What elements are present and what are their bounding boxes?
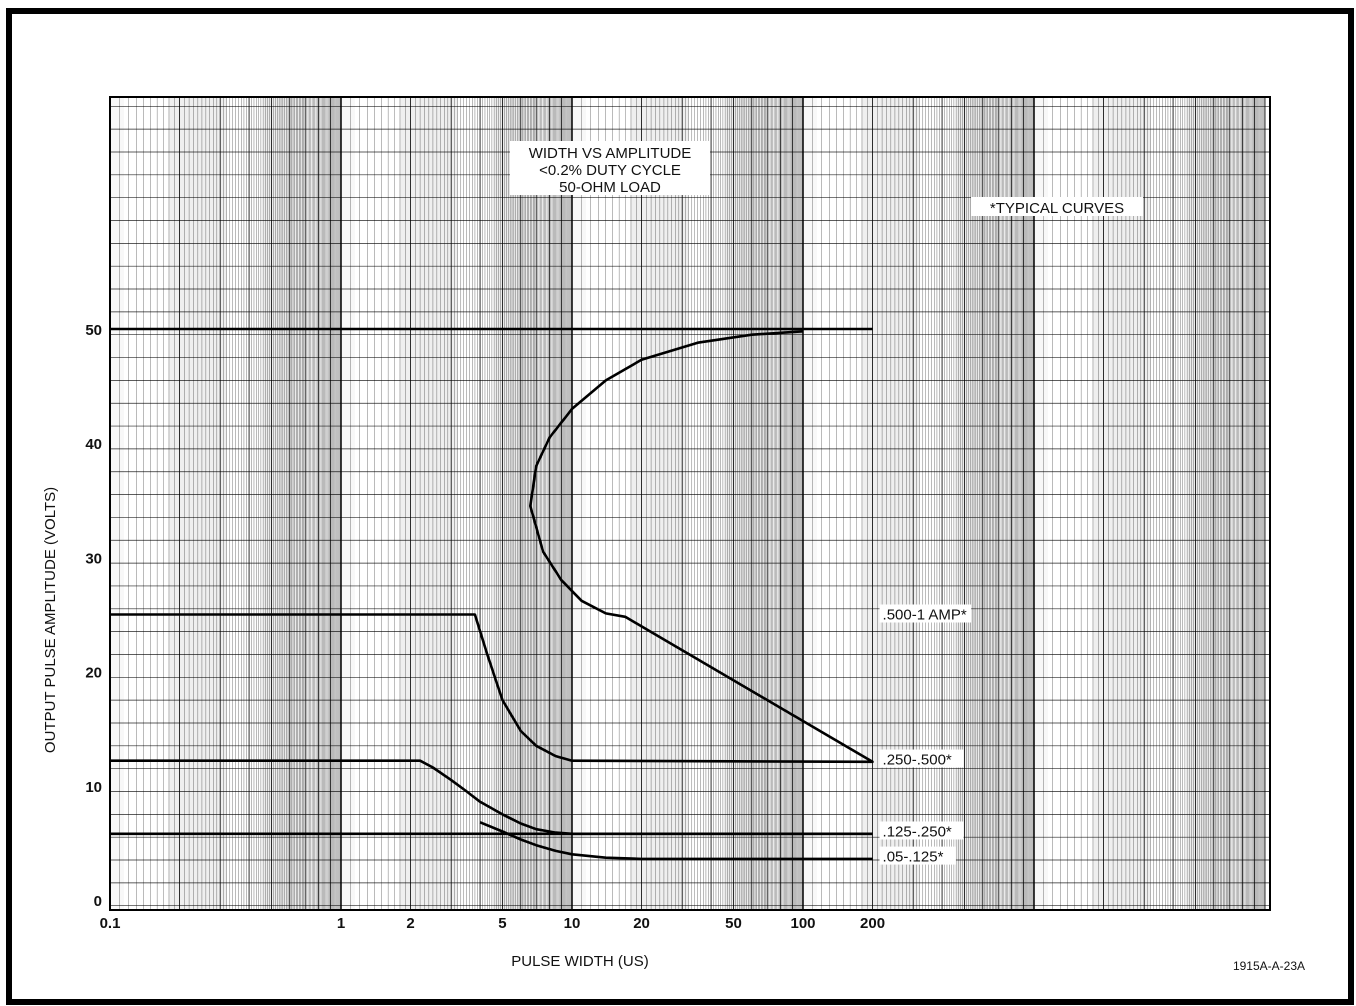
x-tick-label: 0.1 (100, 915, 121, 932)
y-tick-label: 0 (94, 893, 102, 910)
curve-label-background (879, 821, 964, 840)
x-tick-label: 50 (725, 915, 742, 932)
curve-label-background (879, 749, 964, 768)
title-line-1: WIDTH VS AMPLITUDE (529, 145, 692, 162)
x-tick-label: 200 (860, 915, 885, 932)
curve-label-3: .125-.250* (883, 823, 952, 840)
grid-band (1187, 97, 1228, 910)
curve-labels: .500-1 AMP* .250-.500* .125-.250* .05-.125* (879, 604, 972, 866)
grid-band (263, 97, 304, 910)
x-tick-label: 5 (498, 915, 506, 932)
title-background (510, 141, 710, 195)
grid-band (803, 97, 817, 910)
x-tick-label: 20 (633, 915, 650, 932)
series-line-4 (479, 821, 873, 861)
y-tick-label: 20 (85, 665, 102, 682)
grid-band (572, 97, 586, 910)
x-tick-label: 2 (406, 915, 414, 932)
grid-band (494, 97, 535, 910)
plot-border (109, 96, 1271, 911)
y-tick-label: 10 (85, 779, 102, 796)
y-tick-labels: 0 10 20 30 40 50 (85, 322, 102, 910)
grid-band (110, 97, 124, 910)
page-frame (6, 8, 1354, 1005)
grid-band (725, 97, 766, 910)
grid-band (341, 97, 355, 910)
grid (109, 97, 1270, 910)
figure-id: 1915A-A-23A (1233, 959, 1305, 973)
curve-label-2: .250-.500* (883, 752, 952, 769)
series-line-1 (110, 330, 874, 764)
y-tick-label: 30 (85, 550, 102, 567)
y-tick-label: 50 (85, 322, 102, 339)
curves (110, 330, 874, 861)
grid-shading (110, 97, 1228, 910)
x-tick-label: 10 (564, 915, 581, 932)
curve-label-1: .500-1 AMP* (883, 607, 967, 624)
curve-label-background (879, 846, 956, 865)
x-tick-labels: 0.1 1 2 5 10 20 50 100 200 (100, 915, 885, 932)
x-axis-label: PULSE WIDTH (US) (511, 953, 649, 970)
title-line-3: 50-OHM LOAD (559, 179, 661, 196)
y-axis-label: OUTPUT PULSE AMPLITUDE (VOLTS) (42, 487, 59, 753)
grid-band (1034, 97, 1048, 910)
curve-label-4: .05-.125* (883, 849, 944, 866)
x-tick-label: 1 (337, 915, 345, 932)
note-text: *TYPICAL CURVES (990, 200, 1124, 217)
grid-band (956, 97, 997, 910)
curve-label-background (879, 604, 972, 623)
x-tick-label: 100 (790, 915, 815, 932)
title-line-2: <0.2% DUTY CYCLE (539, 162, 681, 179)
chart-title: WIDTH VS AMPLITUDE <0.2% DUTY CYCLE 50-O… (510, 141, 710, 196)
typical-curves-note: *TYPICAL CURVES (971, 197, 1143, 217)
y-tick-label: 40 (85, 436, 102, 453)
note-background (971, 197, 1143, 216)
